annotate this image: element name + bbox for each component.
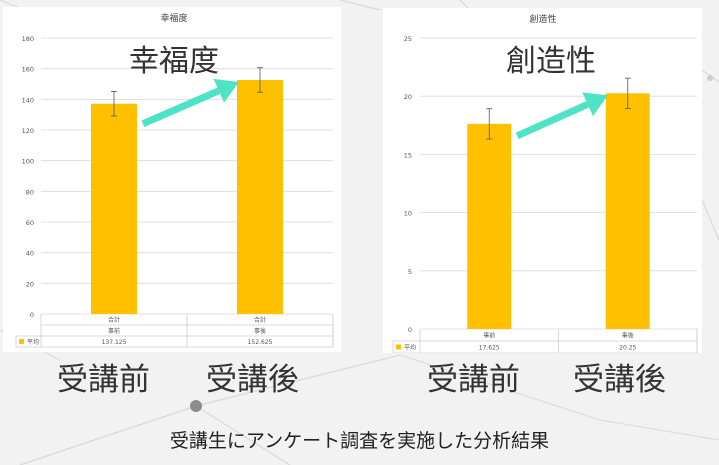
happiness-y-tick-label: 0: [30, 311, 34, 319]
happiness-bar: [237, 79, 283, 314]
happiness-y-tick-label: 120: [22, 127, 34, 135]
creativity-before-label: 受講前: [427, 362, 520, 398]
happiness-increase-arrow: [141, 87, 221, 127]
creativity-y-tick-label: 0: [408, 326, 412, 334]
happiness-chart-title: 幸福度: [160, 12, 187, 24]
creativity-y-tick-label: 10: [404, 210, 412, 218]
creativity-after-label: 受講後: [573, 362, 666, 398]
happiness-category-label: 事後: [254, 327, 266, 335]
happiness-y-tick-label: 20: [26, 280, 34, 288]
creativity-increase-arrow: [515, 101, 590, 140]
creativity-category-label: 事後: [622, 332, 634, 340]
creativity-y-tick-label: 5: [408, 268, 412, 276]
happiness-y-tick-label: 160: [22, 66, 34, 74]
creativity-y-tick-label: 25: [404, 35, 412, 43]
creativity-chart-panel: 創造性 0 5 10 15 20 25 平均 事前 17.625 事後 20.25 創造性: [383, 8, 702, 353]
creativity-overlay-title: 創造性: [506, 44, 596, 79]
creativity-increase-arrow-head: [582, 92, 608, 117]
happiness-y-tick-label: 60: [26, 219, 34, 227]
happiness-legend-swatch: [19, 339, 24, 344]
happiness-category-label: 事前: [108, 327, 120, 335]
happiness-y-tick-label: 80: [26, 188, 34, 196]
network-node: [707, 75, 713, 81]
creativity-bar: [605, 93, 650, 329]
creativity-data-value-label: 17.625: [479, 345, 500, 352]
happiness-y-tick-label: 40: [26, 250, 34, 258]
happiness-chart-panel: 幸福度 0 20 40 60 80 100 120 140 160 180 平均 合計事前 137.125…: [3, 7, 341, 352]
creativity-y-tick-label: 20: [404, 93, 412, 101]
creativity-data-value-label: 20.25: [619, 345, 636, 352]
happiness-y-tick-label: 100: [22, 158, 34, 166]
creativity-chart-title: 創造性: [529, 13, 556, 25]
happiness-increase-arrow-head: [213, 78, 239, 103]
creativity-chart: 創造性 0 5 10 15 20 25 平均 事前 17.625 事後 20.25 創造性: [392, 13, 698, 353]
happiness-category-group-label: 合計: [108, 316, 120, 324]
creativity-legend-swatch: [396, 344, 401, 350]
happiness-legend-label: 平均: [27, 338, 39, 346]
caption: 受講生にアンケート調査を実施した分析結果: [169, 430, 550, 452]
happiness-y-tick-label: 140: [22, 96, 34, 104]
creativity-category-label: 事前: [483, 332, 495, 340]
network-node: [190, 400, 202, 412]
happiness-after-label: 受講後: [206, 362, 299, 398]
happiness-data-value-label: 152.625: [248, 339, 273, 346]
happiness-category-group-label: 合計: [254, 316, 266, 324]
creativity-legend-label: 平均: [404, 344, 416, 352]
happiness-y-tick-label: 180: [22, 35, 34, 43]
creativity-y-tick-label: 15: [404, 151, 412, 159]
happiness-bar: [91, 103, 137, 314]
happiness-overlay-title: 幸福度: [129, 44, 219, 79]
happiness-before-label: 受講前: [57, 362, 150, 398]
creativity-bar: [467, 123, 512, 329]
happiness-data-value-label: 137.125: [102, 339, 127, 346]
